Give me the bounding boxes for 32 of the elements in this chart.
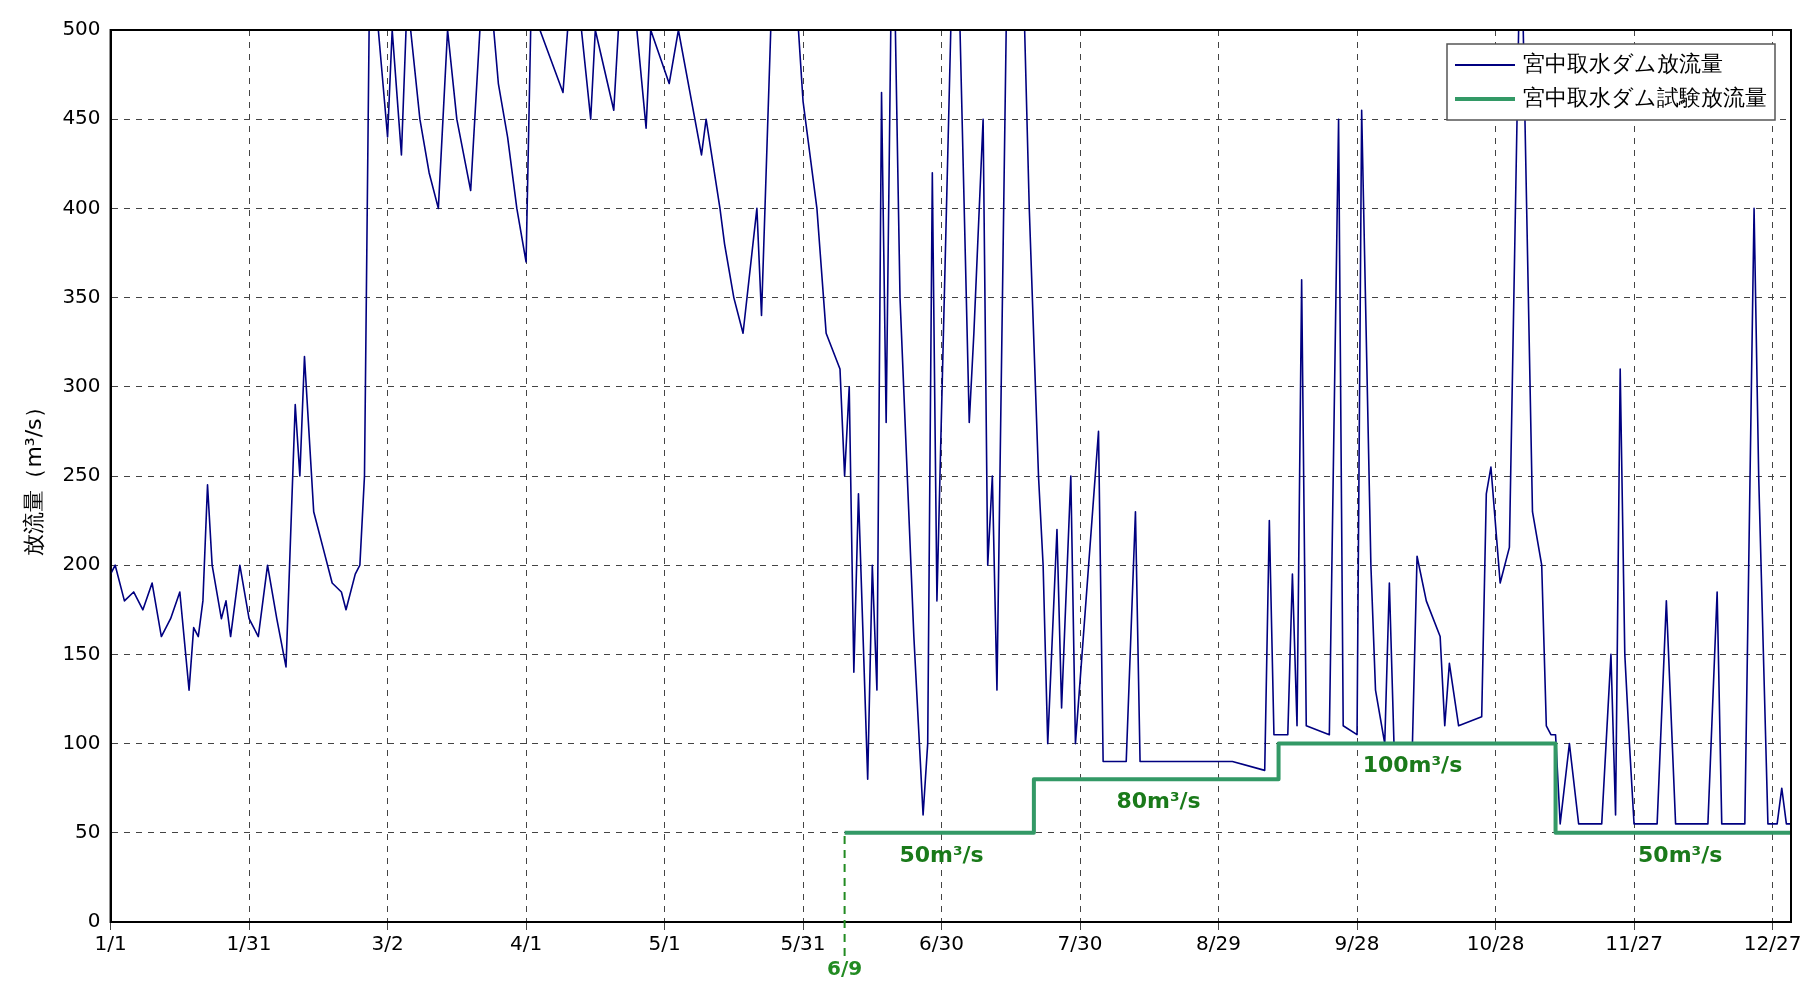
y-tick-label: 100 (62, 729, 101, 754)
x-tick-label: 4/1 (509, 931, 543, 956)
x-tick-label: 7/30 (1057, 931, 1103, 956)
x-tick-label: 5/1 (648, 931, 681, 956)
x-tick-label: 12/27 (1743, 931, 1802, 956)
ref-line-label: 6/9 (827, 956, 863, 981)
x-tick-label: 9/28 (1334, 931, 1380, 956)
annotation: 50m³/s (1638, 841, 1723, 867)
y-tick-label: 450 (62, 105, 101, 130)
x-tick-label: 6/30 (919, 931, 965, 956)
x-tick-label: 10/28 (1466, 931, 1525, 956)
y-tick-label: 350 (62, 283, 101, 308)
y-tick-label: 0 (87, 908, 101, 933)
y-tick-label: 250 (62, 462, 101, 487)
x-tick-label: 3/2 (371, 931, 404, 956)
x-tick-label: 1/1 (94, 931, 127, 956)
x-tick-label: 5/31 (780, 931, 826, 956)
y-tick-label: 50 (75, 819, 101, 843)
annotation: 100m³/s (1362, 752, 1463, 778)
x-tick-label: 11/27 (1605, 931, 1663, 956)
y-tick-label: 500 (62, 16, 101, 41)
y-tick-label: 200 (62, 551, 101, 576)
y-tick-label: 400 (62, 194, 101, 219)
legend-label: 宮中取水ダム放流量 (1523, 50, 1723, 76)
y-tick-label: 300 (62, 373, 101, 397)
annotation: 50m³/s (899, 841, 984, 867)
y-axis-title: 放流量（m³/s） (20, 396, 46, 556)
x-tick-label: 1/31 (226, 931, 272, 956)
x-tick-label: 8/29 (1196, 931, 1242, 956)
legend-label: 宮中取水ダム試験放流量 (1523, 84, 1767, 110)
annotation: 80m³/s (1116, 788, 1201, 813)
y-tick-label: 150 (62, 640, 101, 665)
